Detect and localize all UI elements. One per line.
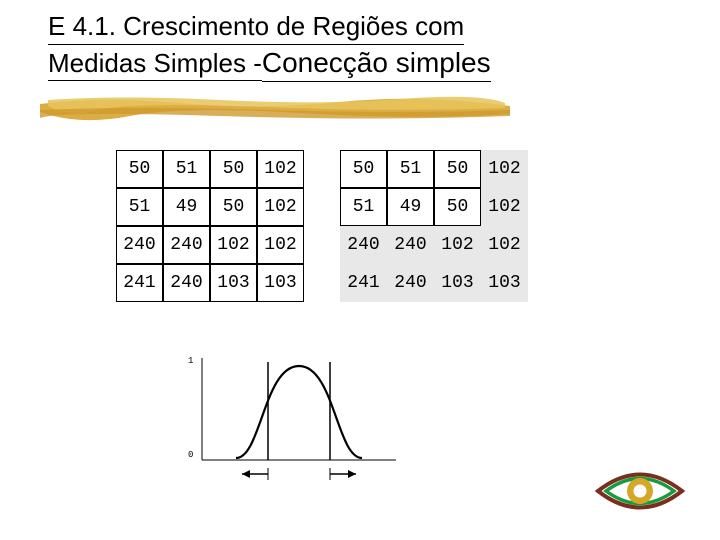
cell: 240: [163, 226, 210, 264]
grid-right: 50 51 50 102 51 49 50 102 240 240 102 10…: [340, 150, 528, 302]
cell: 50: [434, 188, 481, 226]
brush-underline: [40, 94, 510, 122]
title-line2a: Medidas Simples -: [48, 47, 262, 82]
cell: 102: [481, 188, 528, 226]
cell: 51: [163, 150, 210, 188]
cell: 102: [481, 226, 528, 264]
cell: 50: [434, 150, 481, 188]
cell: 51: [340, 188, 387, 226]
y-axis-bottom: 0: [188, 450, 193, 460]
cell: 49: [163, 188, 210, 226]
title-line2b: Conecção simples: [262, 45, 491, 82]
title-line1: E 4.1. Crescimento de Regiões com: [48, 10, 464, 45]
cell: 103: [434, 264, 481, 302]
cell: 50: [340, 150, 387, 188]
cell: 240: [387, 226, 434, 264]
grid-left: 50 51 50 102 51 49 50 102 240 240 102 10…: [116, 150, 304, 302]
cell: 241: [116, 264, 163, 302]
cell: 240: [340, 226, 387, 264]
cell: 103: [257, 264, 304, 302]
slide-title: E 4.1. Crescimento de Regiões com Medida…: [48, 10, 491, 82]
grids-container: 50 51 50 102 51 49 50 102 240 240 102 10…: [116, 150, 528, 302]
membership-chart: 1 0: [196, 352, 406, 502]
cell: 102: [257, 188, 304, 226]
cell: 51: [116, 188, 163, 226]
cell: 103: [481, 264, 528, 302]
cell: 240: [387, 264, 434, 302]
chart-svg: [196, 352, 406, 502]
cell: 51: [387, 150, 434, 188]
cell: 240: [116, 226, 163, 264]
cell: 50: [116, 150, 163, 188]
cell: 102: [257, 150, 304, 188]
eye-logo-icon: [594, 464, 686, 518]
cell: 103: [210, 264, 257, 302]
cell: 240: [163, 264, 210, 302]
cell: 102: [434, 226, 481, 264]
cell: 241: [340, 264, 387, 302]
cell: 102: [481, 150, 528, 188]
cell: 50: [210, 188, 257, 226]
y-axis-top: 1: [188, 356, 193, 366]
cell: 49: [387, 188, 434, 226]
cell: 50: [210, 150, 257, 188]
cell: 102: [257, 226, 304, 264]
cell: 102: [210, 226, 257, 264]
